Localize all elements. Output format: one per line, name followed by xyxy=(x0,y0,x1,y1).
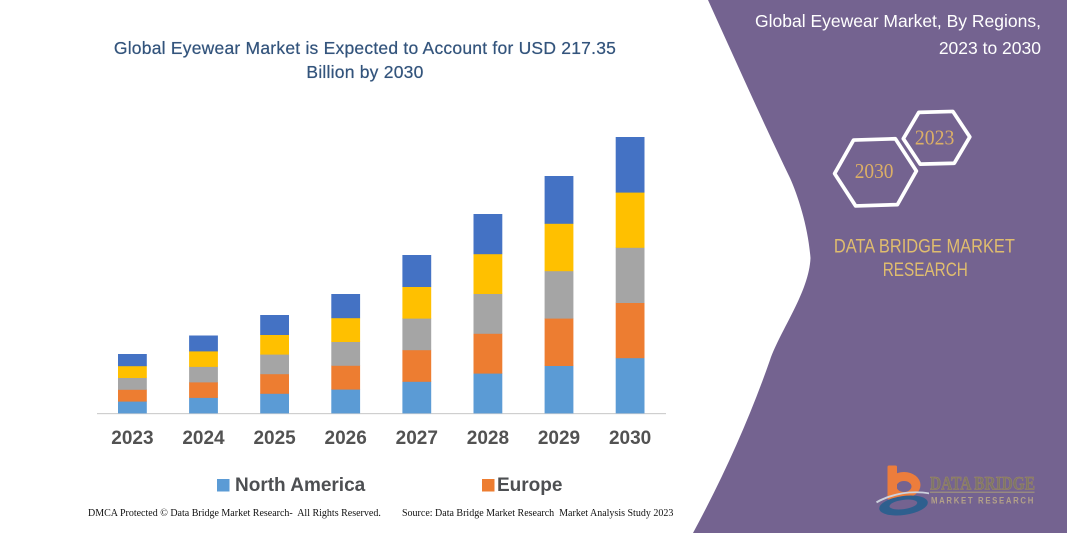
svg-text:MARKET RESEARCH: MARKET RESEARCH xyxy=(931,496,1035,507)
svg-text:DATA BRIDGE MARKET: DATA BRIDGE MARKET xyxy=(834,236,1015,258)
svg-text:2023: 2023 xyxy=(915,126,954,150)
svg-text:2030: 2030 xyxy=(855,159,894,183)
svg-text:DATA BRIDGE: DATA BRIDGE xyxy=(930,474,1035,495)
svg-text:RESEARCH: RESEARCH xyxy=(883,259,968,281)
